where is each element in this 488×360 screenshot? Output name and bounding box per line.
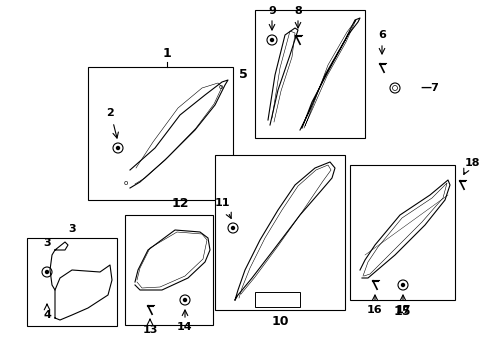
Text: 11: 11 — [214, 198, 229, 208]
Text: —7: —7 — [419, 83, 438, 93]
Bar — [254, 10, 364, 138]
Circle shape — [116, 147, 119, 149]
Circle shape — [183, 298, 186, 302]
Bar — [27, 238, 117, 326]
Text: 5: 5 — [239, 68, 247, 81]
Bar — [88, 67, 232, 200]
Text: 2: 2 — [106, 108, 114, 118]
Text: 14: 14 — [177, 322, 192, 332]
Text: o: o — [219, 84, 223, 90]
Text: 15: 15 — [392, 305, 410, 318]
Bar — [349, 165, 454, 300]
Text: 1: 1 — [163, 47, 171, 60]
Text: 18: 18 — [464, 158, 480, 168]
Circle shape — [45, 270, 48, 274]
Text: 8: 8 — [293, 6, 301, 16]
Text: 3: 3 — [68, 224, 76, 234]
Text: 4: 4 — [43, 310, 51, 320]
Text: 6: 6 — [377, 30, 385, 40]
Circle shape — [231, 226, 234, 230]
Text: o: o — [123, 180, 128, 186]
Text: 3: 3 — [43, 238, 51, 248]
Circle shape — [401, 284, 404, 287]
Bar — [125, 215, 213, 325]
Text: 13: 13 — [142, 325, 157, 335]
Text: 12: 12 — [171, 197, 188, 210]
Bar — [254, 292, 299, 307]
Text: 16: 16 — [366, 305, 382, 315]
Bar — [215, 155, 345, 310]
Text: 17: 17 — [394, 305, 410, 315]
Text: 10: 10 — [271, 315, 288, 328]
Text: 9: 9 — [267, 6, 275, 16]
Circle shape — [270, 39, 273, 41]
